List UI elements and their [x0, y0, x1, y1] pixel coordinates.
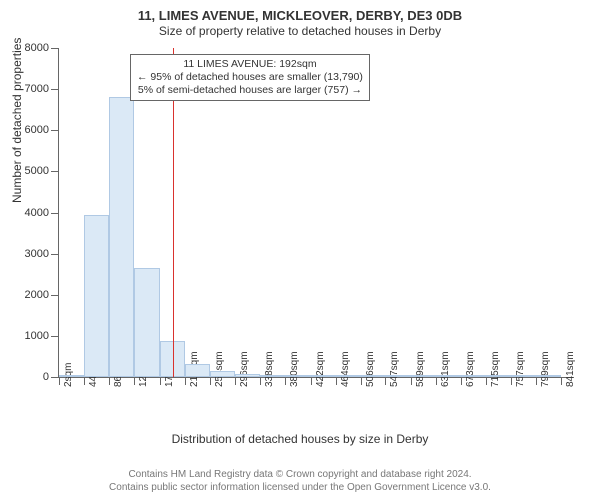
plot-wrap: 0100020003000400050006000700080002sqm44s…	[58, 48, 574, 378]
x-tick-label: 799sqm	[540, 351, 551, 387]
x-tick	[536, 377, 537, 385]
x-tick	[260, 377, 261, 385]
histogram-bar	[461, 375, 486, 377]
x-tick	[411, 377, 412, 385]
x-tick	[336, 377, 337, 385]
chart-container: 11, LIMES AVENUE, MICKLEOVER, DERBY, DE3…	[0, 0, 600, 500]
x-tick	[59, 377, 60, 385]
x-tick-label: 296sqm	[239, 351, 250, 387]
histogram-bar	[311, 375, 336, 377]
annotation-box: 11 LIMES AVENUE: 192sqm← 95% of detached…	[130, 54, 370, 101]
annotation-line: 5% of semi-detached houses are larger (7…	[137, 84, 363, 97]
histogram-bar	[285, 375, 310, 377]
y-tick-label: 0	[43, 371, 59, 383]
x-axis-label: Distribution of detached houses by size …	[0, 432, 600, 446]
histogram-bar	[210, 371, 235, 377]
x-tick	[84, 377, 85, 385]
x-tick-label: 547sqm	[389, 351, 400, 387]
footer-attribution: Contains HM Land Registry data © Crown c…	[0, 468, 600, 494]
x-tick-label: 841sqm	[565, 351, 576, 387]
x-tick-label: 631sqm	[440, 351, 451, 387]
x-tick	[285, 377, 286, 385]
x-tick	[561, 377, 562, 385]
footer-line-2: Contains public sector information licen…	[0, 481, 600, 494]
x-tick	[511, 377, 512, 385]
histogram-bar	[84, 215, 109, 377]
x-tick-label: 673sqm	[465, 351, 476, 387]
histogram-bar	[361, 375, 386, 377]
x-tick	[385, 377, 386, 385]
x-tick	[134, 377, 135, 385]
annotation-line: ← 95% of detached houses are smaller (13…	[137, 71, 363, 84]
histogram-bar	[134, 268, 159, 377]
x-tick	[235, 377, 236, 385]
histogram-bar	[436, 375, 461, 377]
x-tick	[486, 377, 487, 385]
y-tick-label: 7000	[25, 83, 59, 95]
x-tick-label: 715sqm	[490, 351, 501, 387]
x-tick	[210, 377, 211, 385]
x-tick-label: 589sqm	[415, 351, 426, 387]
x-tick-label: 380sqm	[289, 351, 300, 387]
x-tick-label: 254sqm	[214, 351, 225, 387]
histogram-bar	[59, 375, 84, 377]
chart-subtitle: Size of property relative to detached ho…	[0, 24, 600, 42]
histogram-bar	[235, 374, 260, 377]
x-tick	[461, 377, 462, 385]
y-tick-label: 2000	[25, 289, 59, 301]
histogram-bar	[411, 375, 436, 377]
y-tick-label: 6000	[25, 124, 59, 136]
chart-title: 11, LIMES AVENUE, MICKLEOVER, DERBY, DE3…	[0, 0, 600, 24]
histogram-bar	[185, 364, 210, 377]
x-tick-label: 757sqm	[515, 351, 526, 387]
histogram-bar	[336, 375, 361, 377]
y-tick-label: 8000	[25, 42, 59, 54]
histogram-bar	[109, 97, 134, 377]
x-tick	[436, 377, 437, 385]
annotation-line: 11 LIMES AVENUE: 192sqm	[137, 58, 363, 71]
x-tick-label: 506sqm	[365, 351, 376, 387]
histogram-bar	[486, 375, 511, 377]
y-tick-label: 3000	[25, 248, 59, 260]
x-tick	[160, 377, 161, 385]
histogram-bar	[536, 375, 561, 377]
footer-line-1: Contains HM Land Registry data © Crown c…	[0, 468, 600, 481]
x-tick-label: 338sqm	[264, 351, 275, 387]
y-tick-label: 4000	[25, 207, 59, 219]
histogram-bar	[385, 375, 410, 377]
histogram-bar	[511, 375, 536, 377]
y-tick-label: 5000	[25, 165, 59, 177]
x-tick-label: 422sqm	[315, 351, 326, 387]
histogram-bar	[260, 375, 285, 377]
x-tick	[361, 377, 362, 385]
y-tick-label: 1000	[25, 330, 59, 342]
y-axis-label: Number of detached properties	[10, 38, 24, 203]
x-tick-label: 464sqm	[340, 351, 351, 387]
x-tick	[109, 377, 110, 385]
x-tick	[185, 377, 186, 385]
x-tick	[311, 377, 312, 385]
